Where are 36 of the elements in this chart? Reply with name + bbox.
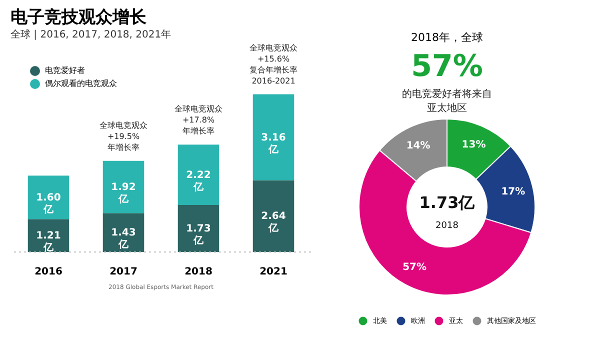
text: 57% [411, 49, 483, 84]
x-tick-label: 2018 [184, 266, 212, 278]
data-label: 14% [406, 140, 430, 152]
data-label: 2.64 亿 [261, 211, 286, 234]
bar [102, 213, 144, 252]
bar [102, 160, 144, 214]
annotation: 全球电竞观众 +17.8% 年增长率 [174, 104, 222, 136]
data-label: 3.16 亿 [261, 132, 286, 156]
data-label: 1.43 亿 [111, 228, 136, 251]
data-label: 1.60 亿 [36, 192, 61, 216]
annotation: 全球电竞观众 +19.5% 年增长率 [100, 120, 148, 152]
legend-label: 电竞爱好者 [45, 66, 85, 75]
annotation: 全球电竞观众 +15.6% 复合年增长率 2016-2021 [250, 43, 298, 86]
x-tick-label: 2016 [34, 266, 62, 278]
legend-label: 偶尔观看的电竞观众 [45, 79, 117, 88]
x-tick-label: 2021 [260, 266, 288, 278]
data-label: 57% [402, 262, 427, 273]
chart-subtitle: 全球 | 2016, 2017, 2018, 2021年 [10, 28, 172, 40]
bar [28, 176, 70, 220]
data-label: 1.73 亿 [186, 223, 211, 246]
data-label: 1.21 亿 [36, 230, 61, 254]
text: 亚太地区 [427, 102, 467, 114]
x-tick-label: 2017 [110, 266, 138, 278]
data-label: 1.92 亿 [111, 182, 136, 206]
bar [178, 144, 220, 205]
bar [178, 204, 220, 252]
data-label: 17% [501, 186, 526, 198]
bar [252, 94, 294, 180]
chart-title: 2018年，全球 [411, 31, 483, 44]
text: 的电竞爱好者将来自 [402, 88, 492, 100]
chart-title: 电子竞技观众增长 [10, 7, 148, 28]
bar [252, 180, 294, 252]
text: 2018 [436, 221, 459, 231]
data-label: 13% [462, 139, 486, 150]
text: 1.73亿 [419, 193, 476, 212]
data-label: 2.22 亿 [186, 170, 211, 193]
